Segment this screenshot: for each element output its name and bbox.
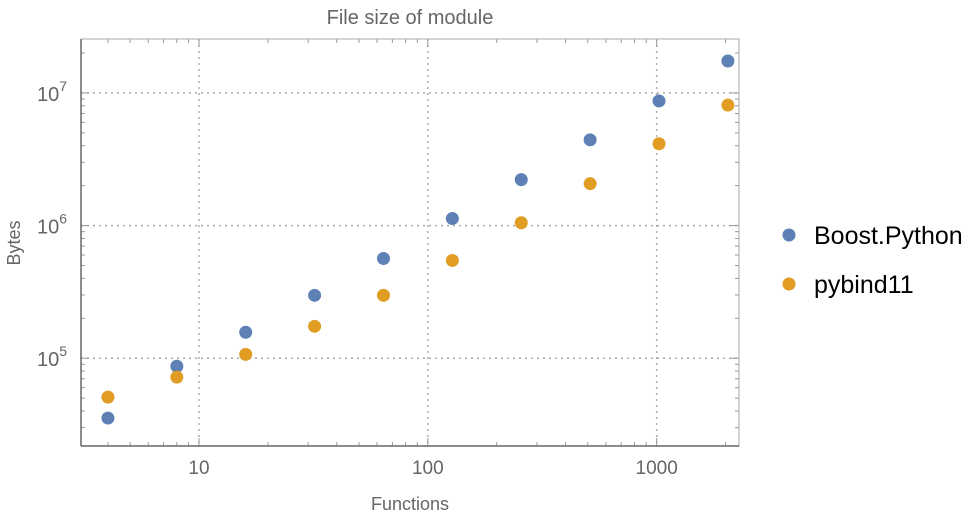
data-point-pybind11 <box>445 253 459 267</box>
x-tick-label: 10 <box>188 458 209 479</box>
data-point-boost-python <box>721 54 735 68</box>
y-axis-label: Bytes <box>4 220 24 265</box>
chart-title: File size of module <box>327 7 494 29</box>
grid <box>81 39 739 446</box>
y-tick-label: 105 <box>37 343 67 371</box>
data-point-boost-python <box>652 94 666 108</box>
data-point-boost-python <box>445 212 459 226</box>
legend: Boost.Python pybind11 <box>782 222 963 299</box>
y-tick-base: 10 <box>37 349 59 371</box>
y-tick-base: 10 <box>37 217 59 239</box>
data-point-pybind11 <box>239 347 253 361</box>
legend-label: pybind11 <box>814 271 914 299</box>
data-point-boost-python <box>101 411 115 425</box>
y-tick-label: 107 <box>37 78 67 106</box>
y-tick-exponent: 7 <box>59 78 67 94</box>
data-point-pybind11 <box>376 288 390 302</box>
data-point-pybind11 <box>308 319 322 333</box>
x-axis-label: Functions <box>371 494 449 513</box>
data-point-boost-python <box>308 288 322 302</box>
data-points <box>101 54 735 425</box>
data-point-boost-python <box>170 359 184 373</box>
y-tick-exponent: 5 <box>59 343 67 359</box>
data-point-pybind11 <box>170 370 184 384</box>
data-point-boost-python <box>239 325 253 339</box>
data-point-pybind11 <box>514 216 528 230</box>
x-tick-label: 1000 <box>636 458 678 479</box>
data-point-boost-python <box>514 173 528 187</box>
plot-frame <box>80 38 740 447</box>
y-tick-label: 106 <box>37 211 67 239</box>
data-point-boost-python <box>583 133 597 147</box>
data-point-pybind11 <box>583 177 597 191</box>
data-point-boost-python <box>376 251 390 265</box>
x-tick-label: 100 <box>412 458 444 479</box>
y-tick-base: 10 <box>37 84 59 106</box>
legend-marker <box>782 277 796 291</box>
y-tick-exponent: 6 <box>59 211 67 227</box>
data-point-pybind11 <box>721 98 735 112</box>
data-point-pybind11 <box>101 390 115 404</box>
legend-marker <box>782 228 796 242</box>
legend-label: Boost.Python <box>814 222 963 250</box>
data-point-pybind11 <box>652 137 666 151</box>
